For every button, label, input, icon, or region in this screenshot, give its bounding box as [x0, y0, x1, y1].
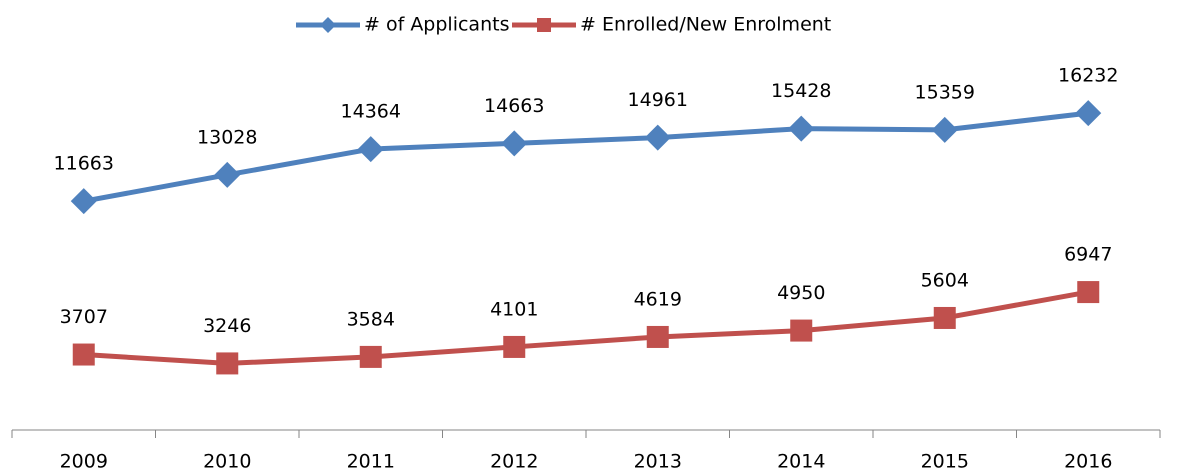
data-label: 5604 [921, 269, 969, 291]
marker [1075, 100, 1102, 127]
marker [72, 343, 95, 366]
data-label: 15359 [915, 81, 975, 103]
x-tick-label: 2013 [634, 451, 682, 471]
x-tick-label: 2010 [203, 451, 251, 471]
legend-label: # of Applicants [364, 14, 509, 36]
data-label: 3246 [203, 315, 251, 337]
marker [503, 335, 526, 358]
marker [214, 161, 241, 188]
series-line [83, 289, 1089, 366]
marker [646, 325, 669, 348]
marker [1077, 281, 1100, 304]
data-label: 4101 [490, 298, 538, 320]
marker [644, 124, 671, 151]
marker [216, 352, 239, 375]
x-tick-label: 2012 [490, 451, 538, 471]
marker [788, 115, 815, 142]
data-label: 4619 [634, 288, 682, 310]
data-label: 14961 [628, 89, 688, 111]
data-label: 14663 [484, 95, 544, 117]
data-label: 3707 [60, 306, 108, 328]
legend-marker [537, 18, 551, 32]
marker [931, 116, 958, 143]
data-label: 15428 [771, 80, 831, 102]
data-label: 13028 [197, 126, 257, 148]
x-tick-label: 2011 [347, 451, 395, 471]
x-tick-label: 2009 [60, 451, 108, 471]
marker [933, 306, 956, 329]
data-label: 3584 [347, 308, 395, 330]
marker [790, 319, 813, 342]
marker [70, 188, 97, 215]
marker [359, 345, 382, 368]
data-label: 11663 [54, 153, 114, 175]
x-tick-label: 2015 [921, 451, 969, 471]
x-tick-label: 2014 [777, 451, 825, 471]
data-label: 6947 [1064, 244, 1112, 266]
marker [501, 130, 528, 157]
series-line [83, 110, 1089, 204]
data-label: 4950 [777, 282, 825, 304]
legend-marker [320, 17, 336, 33]
data-label: 16232 [1058, 65, 1118, 87]
data-label: 14364 [341, 101, 401, 123]
legend-label: # Enrolled/New Enrolment [580, 14, 831, 36]
marker [357, 136, 384, 163]
x-tick-label: 2016 [1064, 451, 1112, 471]
